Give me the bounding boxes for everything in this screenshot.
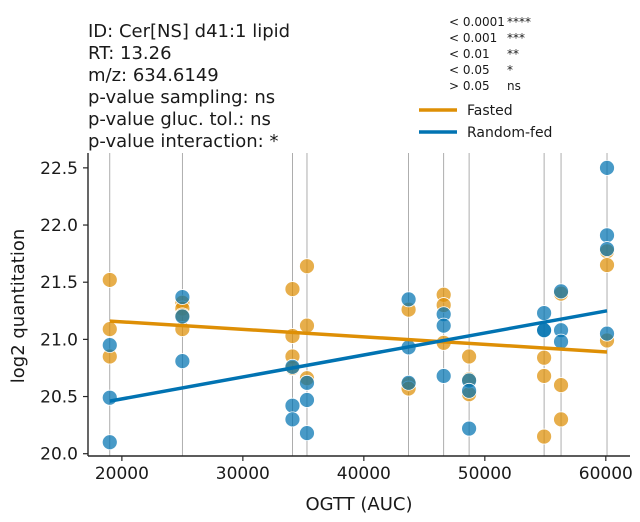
x-axis-title: OGTT (AUC) bbox=[306, 494, 413, 515]
pkey-threshold-3: < 0.05 bbox=[449, 63, 490, 77]
pkey-mark-4: ns bbox=[507, 79, 521, 93]
info-p-interaction: p-value interaction: * bbox=[88, 131, 278, 152]
axes: 20000 30000 40000 50000 60000 20.0 20.5 21.0 21.… bbox=[40, 153, 633, 484]
point-random-fed bbox=[599, 159, 615, 176]
legend: Fasted Random-fed bbox=[419, 103, 552, 141]
pkey-mark-0: **** bbox=[507, 15, 531, 29]
y-tick-label: 22.5 bbox=[40, 159, 78, 179]
y-tick-label: 22.0 bbox=[40, 216, 78, 236]
pkey-threshold-1: < 0.001 bbox=[449, 31, 497, 45]
info-block: ID: Cer[NS] d41:1 lipid RT: 13.26 m/z: 6… bbox=[88, 21, 290, 152]
point-random-fed bbox=[553, 333, 569, 350]
vertical-reference-lines bbox=[109, 153, 608, 456]
point-random-fed bbox=[435, 368, 452, 384]
point-random-fed bbox=[299, 392, 315, 408]
point-random-fed bbox=[536, 305, 553, 321]
x-tick-label: 40000 bbox=[337, 464, 391, 484]
trend-line-fasted bbox=[109, 319, 608, 354]
point-fasted bbox=[284, 281, 301, 297]
point-random-fed bbox=[284, 397, 301, 414]
point-random-fed bbox=[299, 425, 315, 442]
x-tick-label: 60000 bbox=[579, 464, 633, 484]
data-points bbox=[101, 159, 615, 451]
point-random-fed bbox=[284, 411, 301, 428]
point-fasted bbox=[461, 348, 477, 365]
point-fasted bbox=[101, 272, 118, 288]
info-mz: m/z: 634.6149 bbox=[88, 65, 219, 86]
info-id: ID: Cer[NS] d41:1 lipid bbox=[88, 21, 290, 42]
point-random-fed bbox=[599, 227, 615, 244]
point-random-fed bbox=[599, 241, 615, 257]
point-random-fed bbox=[461, 420, 477, 437]
point-random-fed bbox=[174, 353, 191, 369]
point-random-fed bbox=[400, 291, 417, 308]
pvalue-key: < 0.0001 **** < 0.001 *** < 0.01 ** < 0.… bbox=[449, 15, 531, 93]
pkey-mark-1: *** bbox=[507, 31, 525, 45]
pkey-threshold-2: < 0.01 bbox=[449, 47, 490, 61]
pkey-mark-3: * bbox=[507, 63, 513, 77]
point-fasted bbox=[553, 411, 569, 428]
x-tick-label: 30000 bbox=[216, 464, 270, 484]
point-fasted bbox=[101, 321, 118, 337]
legend-label-fasted: Fasted bbox=[467, 103, 513, 119]
trend-line-random-fed bbox=[109, 309, 608, 403]
x-tick-label: 20000 bbox=[95, 464, 149, 484]
y-tick-label: 21.0 bbox=[40, 330, 78, 350]
info-rt: RT: 13.26 bbox=[88, 43, 172, 64]
point-random-fed bbox=[174, 308, 191, 325]
y-axis-title: log2 quantitation bbox=[8, 229, 29, 384]
point-random-fed bbox=[174, 289, 191, 305]
point-random-fed bbox=[101, 389, 118, 406]
y-tick-label: 21.5 bbox=[40, 273, 78, 293]
point-random-fed bbox=[400, 374, 417, 391]
point-fasted bbox=[299, 317, 315, 334]
info-p-gluc: p-value gluc. tol.: ns bbox=[88, 109, 271, 130]
legend-label-random-fed: Random-fed bbox=[467, 125, 552, 141]
point-random-fed bbox=[435, 317, 452, 334]
point-fasted bbox=[299, 258, 315, 275]
pkey-threshold-4: > 0.05 bbox=[449, 79, 490, 93]
point-random-fed bbox=[536, 322, 553, 339]
y-tick-label: 20.0 bbox=[40, 445, 78, 465]
pkey-mark-2: ** bbox=[507, 47, 519, 61]
point-random-fed bbox=[101, 337, 118, 353]
point-random-fed bbox=[461, 382, 477, 399]
point-fasted bbox=[599, 257, 615, 273]
info-p-sampling: p-value sampling: ns bbox=[88, 87, 275, 108]
point-random-fed bbox=[553, 283, 569, 300]
point-random-fed bbox=[599, 325, 615, 342]
point-fasted bbox=[536, 349, 553, 366]
point-random-fed bbox=[101, 434, 118, 451]
pkey-threshold-0: < 0.0001 bbox=[449, 15, 505, 29]
point-fasted bbox=[553, 377, 569, 394]
point-fasted bbox=[536, 428, 553, 445]
y-tick-label: 20.5 bbox=[40, 388, 78, 408]
point-random-fed bbox=[299, 374, 315, 391]
trend-lines-overlay bbox=[109, 309, 608, 403]
x-tick-label: 50000 bbox=[458, 464, 512, 484]
point-fasted bbox=[536, 368, 553, 384]
